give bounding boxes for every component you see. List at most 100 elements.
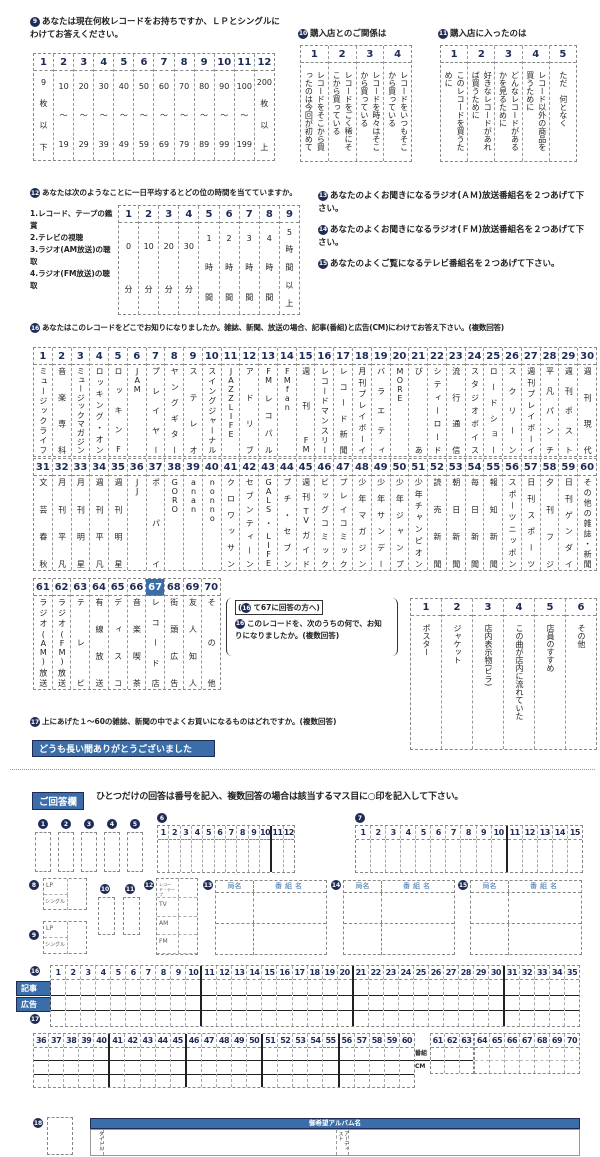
answer-cell[interactable] — [262, 1011, 276, 1026]
answer-cell[interactable] — [550, 980, 565, 996]
answer-cell[interactable] — [384, 1048, 399, 1062]
answer-cell[interactable] — [278, 1061, 293, 1075]
option-6[interactable]: 6 50 〜 59 — [134, 54, 155, 160]
answer-cell[interactable] — [488, 996, 503, 1012]
answer-cell[interactable] — [125, 1048, 140, 1062]
option-43[interactable]: 43 GALS・LIFE — [259, 459, 278, 570]
answer-cell[interactable] — [263, 1048, 278, 1062]
answer-cell[interactable] — [64, 1061, 79, 1075]
answer-cell[interactable] — [292, 996, 307, 1012]
option-38[interactable]: 38 GORO — [165, 459, 185, 570]
a14-row[interactable] — [344, 924, 454, 955]
answer-cell[interactable] — [308, 1048, 323, 1062]
answer-cell[interactable] — [520, 1011, 534, 1026]
answer-cell[interactable] — [339, 1048, 354, 1062]
answer-cell[interactable] — [431, 1048, 445, 1061]
answer-cell[interactable] — [475, 1048, 489, 1061]
answer-cell[interactable] — [371, 840, 385, 872]
answer-cell[interactable] — [429, 1011, 443, 1026]
answer-cell[interactable] — [79, 1048, 94, 1062]
answer-cell[interactable] — [202, 980, 217, 996]
a15-row[interactable] — [471, 893, 581, 924]
answer-cell[interactable] — [353, 980, 368, 996]
a15-row[interactable] — [471, 924, 581, 955]
option-33[interactable]: 33 月刊明星 — [71, 459, 91, 570]
answer-cell[interactable] — [140, 1048, 155, 1062]
answer-cell[interactable] — [192, 840, 202, 872]
answer-cell[interactable] — [535, 996, 550, 1012]
answer-cell[interactable] — [247, 1048, 262, 1062]
option-45[interactable]: 45 週刊TVガイド — [296, 459, 316, 570]
answer-cell[interactable] — [232, 980, 247, 996]
option-41[interactable]: 41 クロワッサン — [221, 459, 241, 570]
answer-cell[interactable] — [111, 980, 126, 996]
answer-cell[interactable] — [458, 996, 473, 1012]
answer-cell[interactable] — [445, 1048, 459, 1061]
answer-cell[interactable] — [413, 980, 428, 996]
answer-cell[interactable] — [171, 996, 186, 1012]
option-67[interactable]: 67 レコード店 — [146, 579, 165, 689]
answer-cell[interactable] — [96, 980, 111, 996]
answer-cell[interactable] — [216, 1061, 232, 1075]
answer-cell[interactable] — [474, 1011, 488, 1026]
option-25[interactable]: 25 ロードショー — [484, 348, 504, 456]
answer-cell[interactable] — [385, 1075, 399, 1087]
option-39[interactable]: 39 anan — [184, 459, 203, 570]
answer-cell[interactable] — [81, 980, 96, 996]
answer-cell[interactable] — [263, 1075, 277, 1087]
answer-cell[interactable] — [293, 1061, 308, 1075]
option-49[interactable]: 49 少年サンデー — [371, 459, 391, 570]
option-3[interactable]: 3 20 〜 29 — [74, 54, 95, 160]
answer-cell[interactable] — [232, 1011, 246, 1026]
option-5[interactable]: 5 ロッキンF — [109, 348, 128, 456]
answer-cell[interactable] — [186, 980, 201, 996]
answer-cell[interactable] — [217, 1011, 231, 1026]
answer-cell[interactable] — [171, 1011, 185, 1026]
option-42[interactable]: 42 セブンティーン — [240, 459, 260, 570]
answer-cell[interactable] — [141, 1075, 155, 1087]
a18-box[interactable] — [47, 1117, 73, 1155]
option-70[interactable]: 70 その他 — [202, 579, 221, 689]
answer-cell[interactable] — [277, 996, 292, 1012]
answer-cell[interactable] — [340, 1075, 354, 1087]
answer-cell[interactable] — [110, 1075, 124, 1087]
answer-cell[interactable] — [384, 1061, 399, 1075]
answer-cell[interactable] — [337, 996, 352, 1012]
answer-cell[interactable] — [489, 1011, 503, 1026]
answer-cell[interactable] — [171, 980, 186, 996]
option-40[interactable]: 40 nonno — [202, 459, 222, 570]
answer-cell[interactable] — [34, 1048, 49, 1062]
answer-cell[interactable] — [384, 1011, 398, 1026]
answer-cell[interactable] — [413, 996, 428, 1012]
answer-cell[interactable] — [492, 840, 506, 872]
answer-cell[interactable] — [247, 1075, 261, 1087]
option-27[interactable]: 27 週刊プレイボーイ — [521, 348, 541, 456]
answer-cell[interactable] — [51, 980, 66, 996]
answer-cell[interactable] — [156, 1011, 170, 1026]
answer-cell[interactable] — [126, 980, 141, 996]
option-46[interactable]: 46 ビッグコミック — [315, 459, 335, 570]
answer-cell[interactable] — [354, 1011, 368, 1026]
answer-cell[interactable] — [215, 840, 225, 872]
option-10[interactable]: 10 スイングジャーナル — [202, 348, 222, 456]
option-12[interactable]: 12 200 枚以上 — [254, 54, 274, 160]
answer-cell[interactable] — [322, 980, 337, 996]
option-64[interactable]: 64 有線放送 — [90, 579, 109, 689]
option-7[interactable]: 7 60 〜 69 — [154, 54, 175, 160]
answer-cell[interactable] — [66, 980, 81, 996]
option-6[interactable]: 6 2 時間 — [219, 206, 240, 314]
option-8[interactable]: 8 70 〜 79 — [174, 54, 195, 160]
answer-cell[interactable] — [400, 1075, 414, 1087]
option-60[interactable]: 60 その他の雑誌・新聞 — [578, 459, 596, 570]
option-2[interactable]: 2 好きなレコードがあれば買うために — [468, 46, 496, 161]
answer-cell[interactable] — [232, 1061, 247, 1075]
option-69[interactable]: 69 友人知人 — [183, 579, 203, 689]
option-5[interactable]: 5 40 〜 49 — [114, 54, 135, 160]
answer-cell[interactable] — [535, 1048, 549, 1061]
option-31[interactable]: 31 文芸春秋 — [34, 459, 53, 570]
answer-cell[interactable] — [568, 840, 582, 872]
option-11[interactable]: 11 100 〜 199 — [234, 54, 255, 160]
option-5[interactable]: 5 1 時間 — [199, 206, 220, 314]
station-cell[interactable] — [344, 893, 382, 923]
answer-cell[interactable] — [247, 1011, 261, 1026]
